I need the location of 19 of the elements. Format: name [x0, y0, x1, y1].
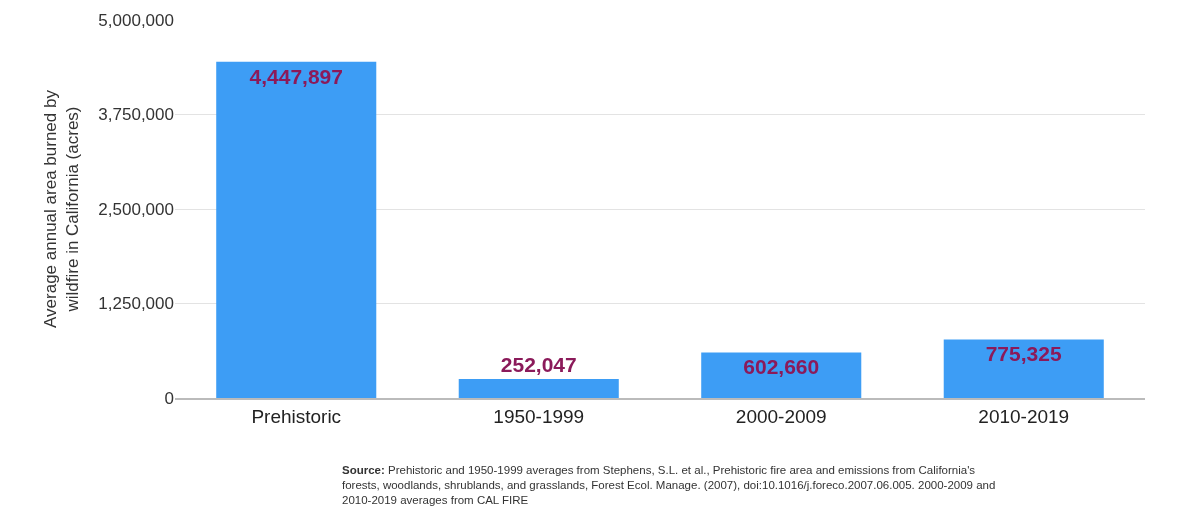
- data-label: 4,447,897: [249, 64, 343, 88]
- x-tick-label: 2010-2019: [978, 405, 1070, 427]
- bar: [458, 378, 619, 398]
- y-axis-title: Average annual area burned by wildfire in California (acres): [40, 89, 82, 328]
- y-tick-label: 5,000,000: [98, 10, 174, 30]
- bar: [216, 61, 377, 398]
- bar: [943, 339, 1104, 398]
- bar: [701, 352, 862, 398]
- source-note: Source: Prehistoric and 1950-1999 averages from Stephens, S.L. et al., Prehistoric fire area and emissions from California's forests, woodlands, shrublands, and grasslands, Forest Ecol. Manage. (2007), doi:10.1016/j.foreco.2007.06.005. 2000-2009 and 2010-2019 averages from CAL FIRE: [342, 464, 996, 506]
- data-label: 252,047: [500, 352, 577, 376]
- data-label: 602,660: [743, 355, 820, 379]
- x-tick-label: 2000-2009: [735, 405, 827, 427]
- y-tick-label: 0: [164, 388, 174, 408]
- y-tick-label: 3,750,000: [98, 105, 174, 125]
- data-label: 775,325: [985, 342, 1062, 366]
- y-tick-label: 2,500,000: [98, 199, 174, 219]
- y-tick-label: 1,250,000: [98, 294, 174, 314]
- x-tick-label: Prehistoric: [251, 405, 342, 427]
- x-tick-label: 1950-1999: [493, 405, 585, 427]
